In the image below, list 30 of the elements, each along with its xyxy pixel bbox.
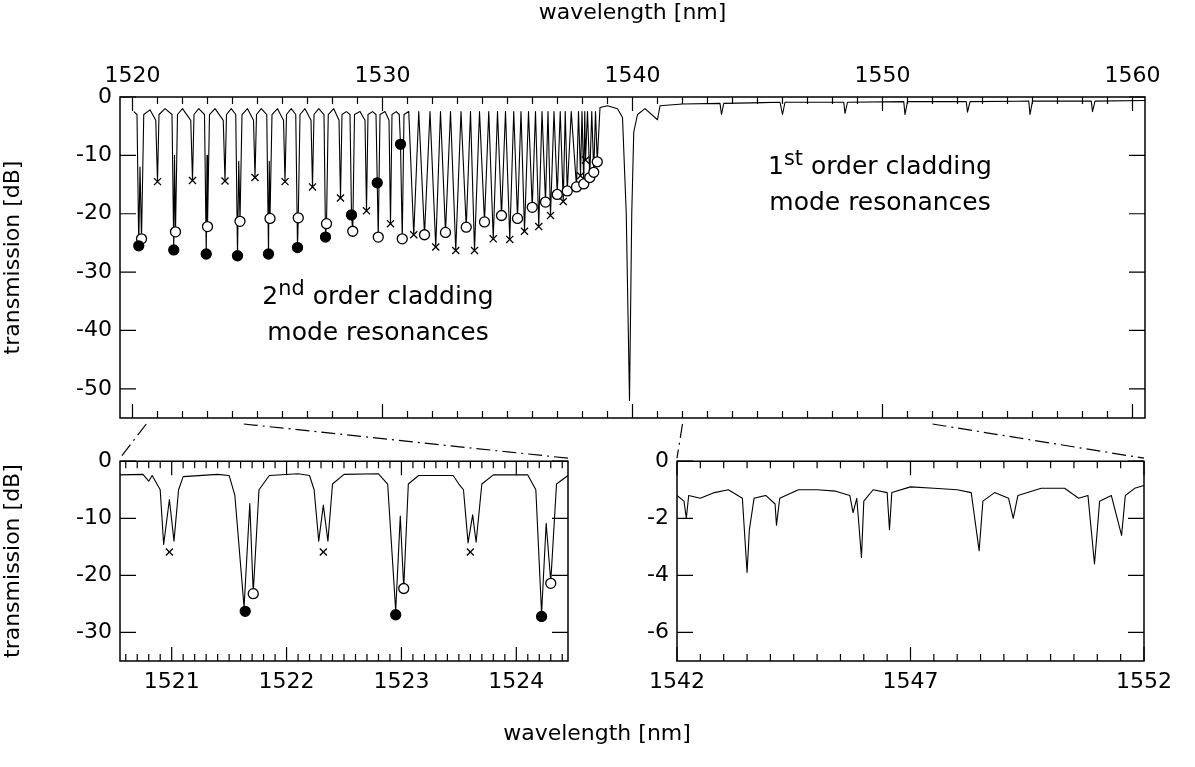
y-tick-label: -40	[76, 316, 112, 342]
y-tick-label: -50	[76, 374, 112, 400]
y-tick-label: -20	[76, 199, 112, 225]
x-tick-label: 1552	[1116, 667, 1172, 693]
x-tick-label: 1523	[373, 667, 430, 693]
annotation: 2$^{nd}$ order cladding mode resonances	[262, 275, 494, 349]
x-tick-label: 1550	[854, 61, 911, 87]
y-tick-label: -30	[76, 618, 112, 644]
x-tick-label: 1530	[354, 61, 411, 87]
x-tick-label: 1542	[649, 667, 705, 693]
y-tick-label: -2	[647, 504, 669, 529]
x-axis-title: wavelength [nm]	[503, 720, 691, 745]
y-axis-title: transmission [dB]	[0, 464, 24, 658]
x-tick-label: 1560	[1104, 61, 1161, 87]
y-tick-label: -6	[647, 618, 669, 644]
y-tick-label: 0	[98, 446, 112, 472]
x-tick-label: 1540	[604, 61, 661, 87]
x-tick-label: 1547	[882, 667, 939, 693]
y-tick-label: 0	[655, 446, 669, 472]
x-tick-label: 1521	[143, 667, 200, 693]
y-axis-title: transmission [dB]	[0, 160, 24, 355]
annotation: 1$^{st}$ order cladding mode resonances	[768, 145, 992, 219]
y-tick-label: -30	[76, 257, 112, 283]
x-tick-label: 1524	[488, 667, 545, 693]
y-tick-label: -4	[647, 561, 669, 587]
y-tick-label: -20	[76, 561, 112, 587]
x-axis-title: wavelength [nm]	[538, 0, 727, 24]
y-tick-label: -10	[76, 504, 112, 529]
y-tick-label: -10	[76, 141, 112, 167]
x-tick-label: 1522	[258, 667, 315, 693]
